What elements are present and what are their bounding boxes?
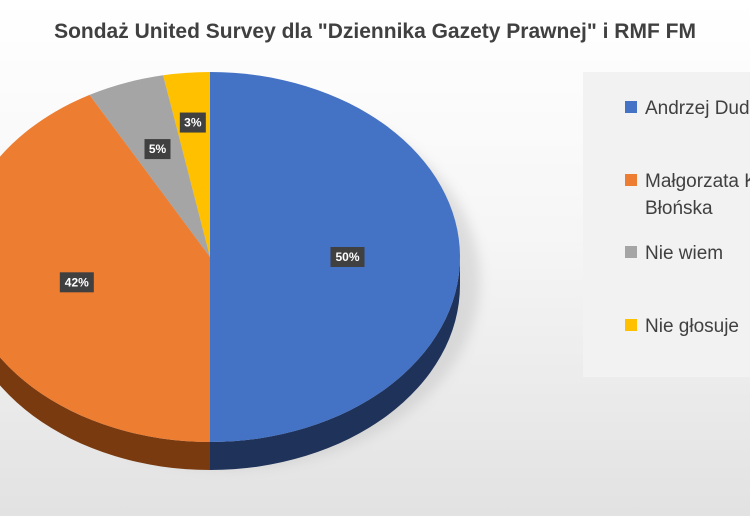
data-label-nie-glosuje: 3% xyxy=(179,112,206,133)
data-label-andrzej-duda: 50% xyxy=(330,247,365,267)
chart-title: Sondaż United Survey dla "Dziennika Gaze… xyxy=(54,20,696,43)
legend-item-nie-glosuje: Nie głosuje xyxy=(625,316,739,337)
data-label-nie-wiem: 5% xyxy=(144,139,171,160)
legend-label: Nie głosuje xyxy=(645,316,739,337)
data-label-box xyxy=(330,247,365,267)
legend: Andrzej Duda Małgorzata Kidawa- Błońska Nie… xyxy=(583,72,750,377)
legend-item-andrzej-duda: Andrzej Duda xyxy=(625,98,750,119)
legend-swatch xyxy=(625,246,637,258)
legend-label: Małgorzata Kidawa- xyxy=(645,171,750,192)
pie-slice-nie-wiem xyxy=(89,75,210,257)
legend-swatch xyxy=(625,101,637,113)
legend-item-malgorzata-kidawa-blonska: Małgorzata Kidawa- Błońska xyxy=(625,171,750,219)
data-label-text: 5% xyxy=(149,142,167,156)
data-label-text: 50% xyxy=(335,250,359,264)
data-label-text: 3% xyxy=(184,116,202,130)
legend-label: Błońska xyxy=(645,198,713,219)
legend-label: Andrzej Duda xyxy=(645,98,750,119)
legend-swatch xyxy=(625,319,637,331)
legend-swatch xyxy=(625,174,637,186)
pie-slice-malgorzata-kidawa-blonska xyxy=(0,94,210,442)
data-label-box xyxy=(59,272,94,293)
pie-top xyxy=(0,72,460,442)
pie-side-malgorzata-kidawa-blonska xyxy=(0,357,210,470)
pie-side-andrzej-duda xyxy=(210,257,460,470)
pie-data-labels: 50% 42% 5% 3% xyxy=(59,112,365,293)
data-label-box xyxy=(179,112,206,133)
data-label-box xyxy=(144,139,171,160)
legend-box xyxy=(583,72,750,377)
legend-label: Nie wiem xyxy=(645,243,723,264)
data-label-text: 42% xyxy=(65,275,89,289)
data-label-malgorzata-kidawa-blonska: 42% xyxy=(59,272,94,293)
pie-sides xyxy=(0,257,460,470)
legend-item-nie-wiem: Nie wiem xyxy=(625,243,723,264)
